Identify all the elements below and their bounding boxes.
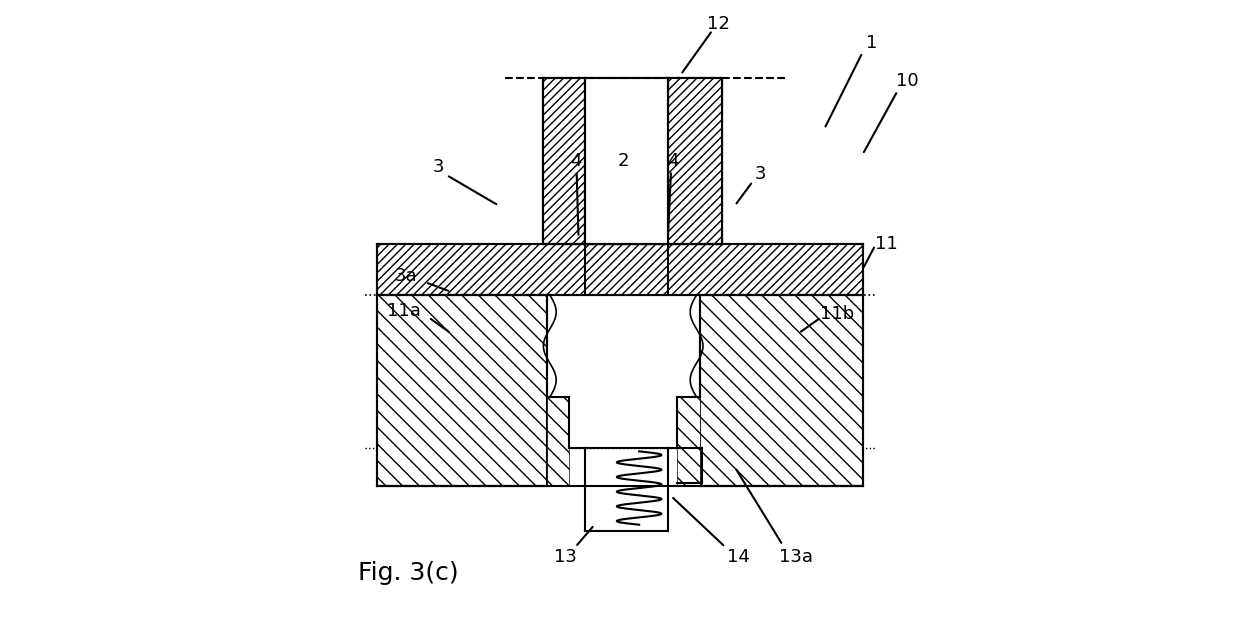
Bar: [699, 295, 863, 487]
Text: 4: 4: [569, 152, 582, 170]
Text: 11a: 11a: [387, 302, 422, 320]
Text: 3: 3: [755, 165, 766, 183]
Bar: [547, 397, 569, 487]
Text: 13: 13: [554, 547, 577, 565]
Text: 11b: 11b: [820, 305, 854, 323]
Text: 4: 4: [667, 152, 678, 170]
Text: 11: 11: [875, 235, 898, 253]
Bar: [377, 244, 863, 295]
Bar: [668, 78, 722, 244]
Text: 3: 3: [433, 158, 444, 176]
Bar: [585, 78, 668, 244]
Text: 1: 1: [867, 34, 878, 52]
Bar: [377, 295, 547, 487]
Bar: [677, 397, 699, 487]
Text: 12: 12: [708, 15, 730, 33]
Text: 3a: 3a: [394, 267, 418, 285]
Text: 10: 10: [895, 72, 919, 90]
Text: Fig. 3(c): Fig. 3(c): [358, 561, 459, 585]
Bar: [543, 78, 722, 244]
Text: 2: 2: [618, 152, 629, 170]
Text: 14: 14: [727, 547, 749, 565]
Text: 13a: 13a: [779, 547, 812, 565]
Bar: [543, 78, 585, 244]
